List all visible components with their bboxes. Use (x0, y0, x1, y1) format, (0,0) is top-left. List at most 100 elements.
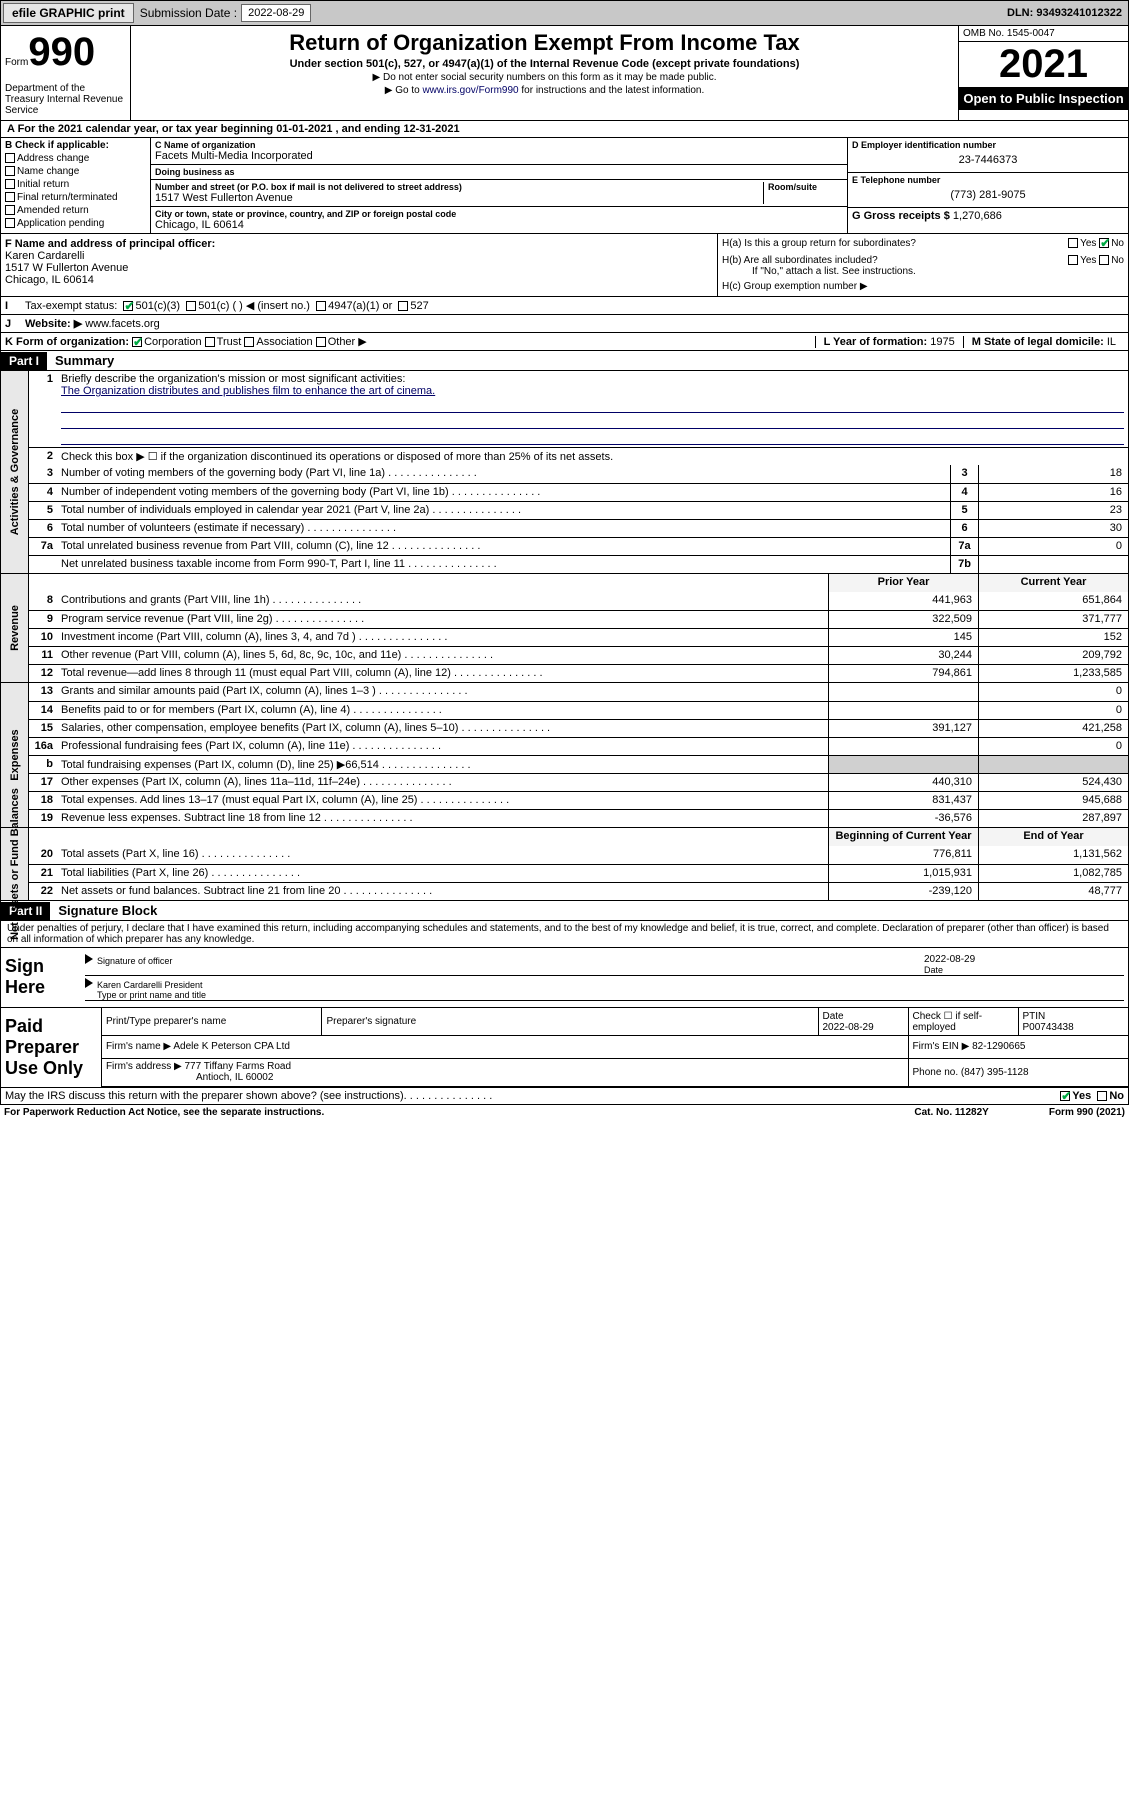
part1-title: Summary (47, 351, 122, 370)
chk-4947[interactable] (316, 301, 326, 311)
dln-value: DLN: 93493241012322 (1001, 7, 1128, 19)
chk-501c3[interactable] (123, 301, 133, 311)
chk-address-change[interactable] (5, 153, 15, 163)
officer-name: Karen Cardarelli (5, 250, 713, 262)
open-to-public: Open to Public Inspection (959, 87, 1128, 110)
data-line: 16aProfessional fundraising fees (Part I… (29, 737, 1128, 755)
gross-value: 1,270,686 (953, 210, 1002, 222)
hb-yes[interactable] (1068, 255, 1078, 265)
paid-preparer-block: Paid Preparer Use Only Print/Type prepar… (0, 1008, 1129, 1088)
ha-label: H(a) Is this a group return for subordin… (722, 238, 916, 249)
arrow-icon (85, 954, 93, 964)
chk-association[interactable] (244, 337, 254, 347)
b-label: B Check if applicable: (5, 140, 146, 151)
mission-label: Briefly describe the organization's miss… (61, 373, 1124, 385)
page-footer: For Paperwork Reduction Act Notice, see … (0, 1105, 1129, 1120)
gov-line: Net unrelated business taxable income fr… (29, 555, 1128, 573)
data-line: 11Other revenue (Part VIII, column (A), … (29, 646, 1128, 664)
dba-label: Doing business as (155, 167, 843, 177)
section-j: J Website: ▶ www.facets.org (0, 315, 1129, 333)
website-label: Website: ▶ (25, 317, 82, 330)
part1-header-row: Part I Summary (0, 351, 1129, 371)
data-line: 21Total liabilities (Part X, line 26)1,0… (29, 864, 1128, 882)
mission-text[interactable]: The Organization distributes and publish… (61, 385, 435, 397)
hb-label: H(b) Are all subordinates included? (722, 255, 878, 266)
chk-final-return[interactable] (5, 192, 15, 202)
irs-link[interactable]: www.irs.gov/Form990 (422, 85, 518, 96)
street-value: 1517 West Fullerton Avenue (155, 192, 763, 204)
firm-addr: 777 Tiffany Farms Road (184, 1061, 291, 1072)
chk-501c[interactable] (186, 301, 196, 311)
firm-name: Adele K Peterson CPA Ltd (173, 1041, 290, 1052)
tax-year: 2021 (959, 42, 1128, 87)
form-number: 990 (28, 30, 95, 75)
hb-no[interactable] (1099, 255, 1109, 265)
chk-name-change[interactable] (5, 166, 15, 176)
gov-line: 4Number of independent voting members of… (29, 483, 1128, 501)
discuss-row: May the IRS discuss this return with the… (0, 1088, 1129, 1105)
section-bcd: B Check if applicable: Address change Na… (0, 138, 1129, 234)
website-value: www.facets.org (85, 318, 160, 330)
ha-yes[interactable] (1068, 238, 1078, 248)
prep-sig-label: Preparer's signature (322, 1008, 818, 1036)
gov-side-label: Activities & Governance (9, 409, 21, 536)
data-line: 12Total revenue—add lines 8 through 11 (… (29, 664, 1128, 682)
ein-label: D Employer identification number (852, 140, 1124, 150)
signature-block: Under penalties of perjury, I declare th… (0, 921, 1129, 1008)
sig-date: 2022-08-29 (924, 954, 1124, 965)
city-value: Chicago, IL 60614 (155, 219, 843, 231)
declaration-text: Under penalties of perjury, I declare th… (1, 921, 1128, 947)
chk-initial-return[interactable] (5, 179, 15, 189)
chk-application-pending[interactable] (5, 218, 15, 228)
officer-name-title: Karen Cardarelli President (97, 980, 1124, 990)
prep-date: 2022-08-29 (823, 1022, 874, 1033)
discuss-no[interactable] (1097, 1091, 1107, 1101)
data-line: 15Salaries, other compensation, employee… (29, 719, 1128, 737)
data-line: 8Contributions and grants (Part VIII, li… (29, 592, 1128, 610)
chk-527[interactable] (398, 301, 408, 311)
tax-exempt-label: Tax-exempt status: (25, 300, 117, 312)
gross-label: G Gross receipts $ (852, 210, 950, 222)
dept-label: Department of the Treasury Internal Reve… (5, 83, 126, 116)
data-line: 14Benefits paid to or for members (Part … (29, 701, 1128, 719)
officer-city: Chicago, IL 60614 (5, 274, 713, 286)
chk-trust[interactable] (205, 337, 215, 347)
tax-period: A For the 2021 calendar year, or tax yea… (0, 121, 1129, 138)
phone-label: E Telephone number (852, 175, 1124, 185)
ha-no[interactable] (1099, 238, 1109, 248)
efile-print-button[interactable]: efile GRAPHIC print (3, 3, 134, 23)
chk-corporation[interactable] (132, 337, 142, 347)
line2-text: Check this box ▶ ☐ if the organization d… (57, 448, 1128, 465)
data-line: 20Total assets (Part X, line 16)776,8111… (29, 846, 1128, 864)
gov-line: 3Number of voting members of the governi… (29, 465, 1128, 483)
chk-amended-return[interactable] (5, 205, 15, 215)
city-label: City or town, state or province, country… (155, 209, 843, 219)
paid-preparer-label: Paid Preparer Use Only (1, 1008, 102, 1087)
data-line: 19Revenue less expenses. Subtract line 1… (29, 809, 1128, 827)
sign-here-label: Sign Here (1, 948, 81, 1007)
ein-value: 23-7446373 (852, 150, 1124, 170)
current-year-hdr: Current Year (978, 574, 1128, 592)
exp-section: Expenses 13Grants and similar amounts pa… (0, 683, 1129, 828)
prior-year-hdr: Prior Year (828, 574, 978, 592)
check-self-employed[interactable]: Check ☐ if self-employed (908, 1008, 1018, 1036)
begin-year-hdr: Beginning of Current Year (828, 828, 978, 846)
discuss-yes[interactable] (1060, 1091, 1070, 1101)
k-label: K Form of organization: (5, 336, 129, 348)
topbar: efile GRAPHIC print Submission Date : 20… (0, 0, 1129, 26)
omb-number: OMB No. 1545-0047 (959, 26, 1128, 42)
chk-other[interactable] (316, 337, 326, 347)
submission-date-value: 2022-08-29 (241, 4, 311, 22)
net-section: Net Assets or Fund Balances Beginning of… (0, 828, 1129, 901)
form-subtitle: Under section 501(c), 527, or 4947(a)(1)… (139, 58, 950, 70)
rev-side-label: Revenue (9, 605, 21, 651)
year-formation: 1975 (930, 336, 954, 348)
data-line: 10Investment income (Part VIII, column (… (29, 628, 1128, 646)
pra-notice: For Paperwork Reduction Act Notice, see … (4, 1107, 324, 1118)
form-title: Return of Organization Exempt From Incom… (139, 30, 950, 56)
firm-phone: (847) 395-1128 (961, 1067, 1029, 1078)
rev-section: Revenue Prior Year Current Year 8Contrib… (0, 574, 1129, 683)
data-line: 17Other expenses (Part IX, column (A), l… (29, 773, 1128, 791)
data-line: 18Total expenses. Add lines 13–17 (must … (29, 791, 1128, 809)
section-klm: K Form of organization: Corporation Trus… (0, 333, 1129, 351)
